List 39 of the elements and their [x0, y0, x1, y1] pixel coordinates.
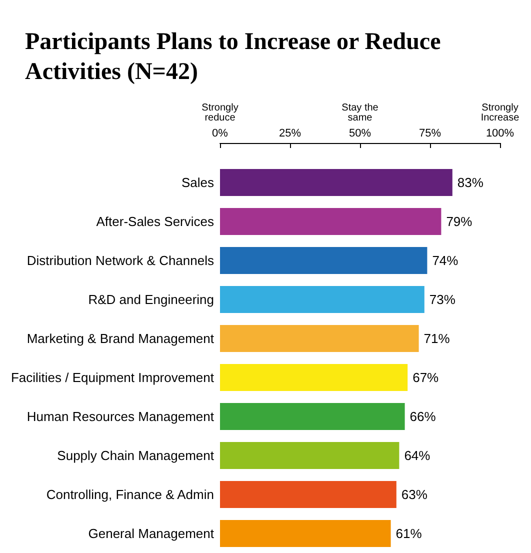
y-tick-label: Controlling, Finance & Admin: [46, 487, 214, 502]
data-label: 66%: [410, 409, 436, 424]
y-tick-label: Sales: [181, 175, 214, 190]
y-tick-label: R&D and Engineering: [88, 292, 214, 307]
bar: [220, 481, 396, 508]
data-label: 61%: [396, 526, 422, 541]
x-tick-label: 0%: [212, 128, 228, 140]
data-label: 74%: [432, 253, 459, 268]
x-tick-label: 100%: [486, 128, 514, 140]
x-tick-label: 25%: [278, 128, 302, 140]
bar: [220, 364, 408, 391]
bar: [220, 169, 452, 196]
y-tick-label: Distribution Network & Channels: [26, 253, 214, 268]
y-tick-label: General Management: [88, 526, 214, 541]
y-tick-label: Marketing & Brand Management: [26, 331, 214, 346]
y-tick-label: After-Sales Services: [96, 214, 214, 229]
data-label: 71%: [424, 331, 450, 346]
y-tick-label: Facilities / Equipment Improvement: [10, 370, 214, 385]
bar: [220, 442, 400, 469]
text: Strongly Increase: [480, 102, 520, 124]
data-label: 79%: [446, 214, 473, 229]
y-tick-label: Human Resources Management: [26, 409, 214, 424]
y-tick-label: Supply Chain Management: [57, 448, 214, 463]
text: Strongly reduce: [202, 102, 238, 124]
data-label: 63%: [401, 487, 428, 502]
bar: [220, 325, 419, 352]
bar: [220, 247, 428, 274]
text: Stay the same: [342, 102, 379, 124]
data-label: 73%: [429, 292, 456, 307]
data-label: 64%: [404, 448, 431, 463]
x-tick-label: 75%: [418, 128, 442, 140]
chart-title: Participants Plans to Increase or Reduce Activities (N=42): [25, 29, 447, 85]
bar: [220, 286, 424, 313]
data-label: 67%: [412, 370, 440, 385]
data-label: 83%: [457, 175, 484, 190]
x-tick-label: 50%: [348, 128, 372, 140]
bar: [220, 208, 442, 235]
bar: [220, 403, 405, 430]
bar: [220, 520, 391, 547]
